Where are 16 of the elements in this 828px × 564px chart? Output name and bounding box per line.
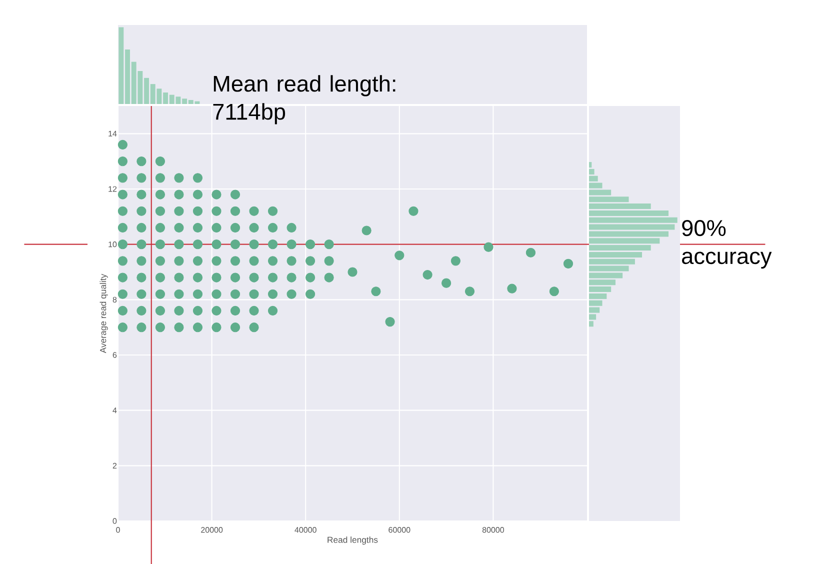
x-tick-label: 60000 [388,527,410,533]
y-tick-label: 10 [108,242,117,248]
y-tick-label: 0 [112,518,117,524]
y-tick-label: 8 [112,296,117,302]
x-axis-title: Read lengths [328,536,378,545]
y-tick-label: 2 [112,462,117,468]
y-tick-label: 14 [108,130,117,136]
y-axis-title: Average read quality [100,274,108,354]
y-tick-label: 12 [108,186,117,192]
x-tick-label: 80000 [482,527,504,533]
ref-line-label: 90% accuracy [682,220,772,269]
x-tick-label: 40000 [294,527,316,533]
ref-line-label: Mean read length: 7114bp [213,75,396,124]
x-tick-label: 20000 [201,527,223,533]
y-tick-label: 6 [112,352,117,358]
y-tick-label: 4 [112,408,117,414]
